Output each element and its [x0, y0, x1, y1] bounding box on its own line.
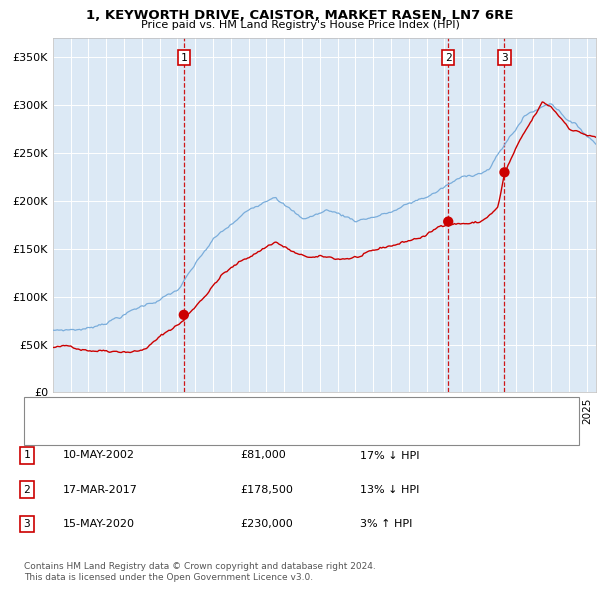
Text: 1: 1: [181, 53, 187, 63]
Text: ——: ——: [33, 404, 58, 417]
Text: 17-MAR-2017: 17-MAR-2017: [63, 485, 138, 494]
Text: 1, KEYWORTH DRIVE, CAISTOR, MARKET RASEN, LN7 6RE (detached house): 1, KEYWORTH DRIVE, CAISTOR, MARKET RASEN…: [59, 405, 450, 415]
Point: [443, 217, 453, 227]
Text: 3: 3: [23, 519, 31, 529]
Text: £230,000: £230,000: [240, 519, 293, 529]
Text: 15-MAY-2020: 15-MAY-2020: [63, 519, 135, 529]
Point: [500, 168, 509, 177]
Point: [179, 310, 188, 320]
Text: ——: ——: [33, 427, 58, 440]
Text: Contains HM Land Registry data © Crown copyright and database right 2024.: Contains HM Land Registry data © Crown c…: [24, 562, 376, 571]
Text: HPI: Average price, detached house, West Lindsey: HPI: Average price, detached house, West…: [59, 428, 320, 438]
Text: 2: 2: [445, 53, 452, 63]
Text: 17% ↓ HPI: 17% ↓ HPI: [360, 451, 419, 460]
Text: £178,500: £178,500: [240, 485, 293, 494]
Text: 2: 2: [23, 485, 31, 494]
Text: 10-MAY-2002: 10-MAY-2002: [63, 451, 135, 460]
Text: 3: 3: [501, 53, 508, 63]
Text: This data is licensed under the Open Government Licence v3.0.: This data is licensed under the Open Gov…: [24, 572, 313, 582]
Text: 1: 1: [23, 451, 31, 460]
Text: 3% ↑ HPI: 3% ↑ HPI: [360, 519, 412, 529]
Text: £81,000: £81,000: [240, 451, 286, 460]
Text: 13% ↓ HPI: 13% ↓ HPI: [360, 485, 419, 494]
Text: Price paid vs. HM Land Registry's House Price Index (HPI): Price paid vs. HM Land Registry's House …: [140, 20, 460, 30]
Text: 1, KEYWORTH DRIVE, CAISTOR, MARKET RASEN, LN7 6RE: 1, KEYWORTH DRIVE, CAISTOR, MARKET RASEN…: [86, 9, 514, 22]
